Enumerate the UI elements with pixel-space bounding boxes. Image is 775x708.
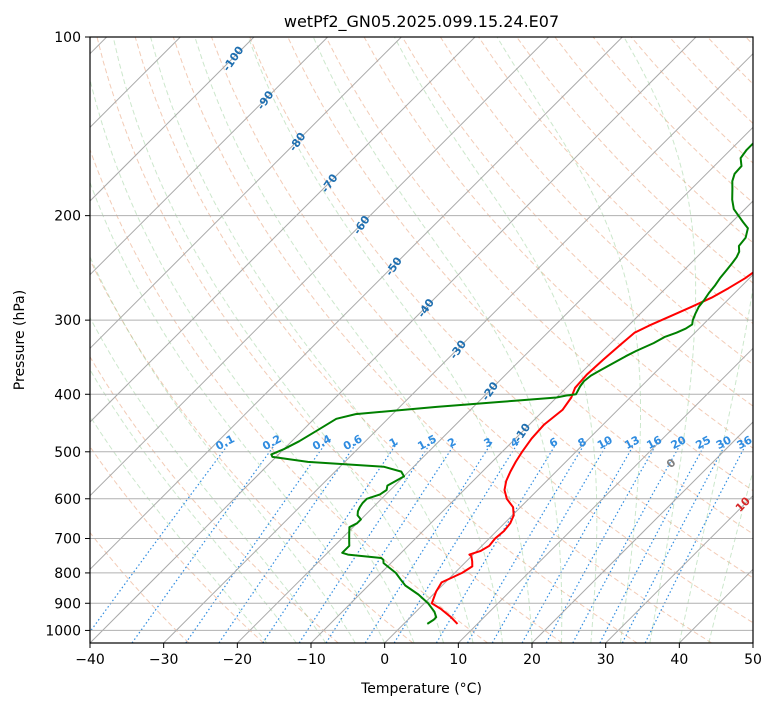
y-tick-label: 900 [54,596,81,612]
dry-adiabat-line [90,445,264,643]
moist-adiabat-line [393,37,598,643]
isotherm-line [90,37,623,571]
moist-adiabat-line [90,181,386,643]
moist-adiabat-line [112,37,445,643]
mixing-ratio-line [545,440,659,643]
isotherm-line [90,37,476,423]
y-axis-title: Pressure (hPa) [12,290,28,390]
isotherm-line [236,126,753,643]
moist-adiabat-line [90,77,415,643]
y-tick-label: 1000 [45,623,81,639]
x-tick-label: 10 [449,652,467,668]
dry-adiabat-line [134,37,638,643]
mixing-ratio-line [218,440,359,643]
moist-adiabat-line [708,469,753,643]
moist-adiabat-line [90,255,356,643]
mixing-ratio-line [131,440,278,643]
dry-adiabat-line [516,37,753,284]
moist-adiabat-line [623,37,697,643]
mixing-ratio-line [521,440,637,643]
moist-adiabat-line [247,37,533,643]
dry-adiabat-line [90,531,190,643]
x-tick-label: −10 [296,652,326,668]
mixing-ratio-label: 16 [644,433,664,452]
x-tick-label: −20 [223,652,253,668]
background-lines [90,37,753,643]
dry-adiabat-line [325,37,753,492]
isotherm-line [90,37,697,643]
x-tick-label: 30 [597,652,615,668]
moist-adiabat-line [90,316,327,643]
isotherm-line [605,494,753,643]
isotherm-line [90,37,402,350]
isotherm-line [384,273,753,643]
mixing-ratio-label: 20 [669,433,689,452]
dry-adiabat-line [439,37,753,366]
moist-adiabat-line [312,37,563,643]
x-tick-label: 40 [670,652,688,668]
x-axis: −40 −30 −20 −10 0 10 20 30 40 50 [75,643,762,668]
mixing-ratio-line [466,440,587,643]
y-tick-label: 700 [54,532,81,548]
gridlines [90,37,753,643]
isotherm-line [163,52,753,643]
x-tick-label: 0 [380,652,389,668]
isotherm-line [752,642,753,643]
plot-background [90,37,753,643]
y-tick-label: 400 [54,387,81,403]
profile-series [270,142,753,625]
dry-adiabat-line [96,37,563,643]
mixing-ratio-line [298,440,433,643]
mixing-ratio-label: 13 [622,433,642,452]
mixing-ratio-line [491,440,610,643]
y-tick-label: 200 [54,209,81,225]
y-tick-label: 500 [54,445,81,461]
dry-adiabat-line [172,37,712,643]
mixing-ratio-label: 25 [693,433,713,452]
moist-adiabat-line [150,37,474,643]
y-tick-label: 600 [54,492,81,508]
isotherm-line [457,347,753,643]
x-tick-label: 20 [523,652,541,668]
x-tick-label: 50 [744,652,762,668]
isotherm-line [531,421,753,643]
chart-title: wetPf2_GN05.2025.099.15.24.E07 [284,12,559,32]
mixing-ratio-line [262,440,399,643]
dry-adiabat-line [249,37,753,579]
dry-adiabat-line [401,37,753,407]
mixing-ratio-line [435,440,559,643]
x-tick-label: −40 [75,652,105,668]
isotherm-line [310,200,753,643]
x-axis-title: Temperature (°C) [360,681,482,697]
moist-adiabat-line [496,37,641,643]
mixing-ratio-line [185,440,328,643]
mixing-ratio-line [364,440,494,643]
mixing-ratio-line [325,440,458,643]
y-tick-label: 100 [54,30,81,46]
y-tick-label: 800 [54,566,81,582]
isotherm-line [90,37,329,276]
plot-frame [89,36,754,644]
dry-adiabat-line [211,37,753,624]
y-tick-label: 300 [54,313,81,329]
moist-adiabat-line [194,37,503,643]
dry-adiabat-line [90,355,339,643]
mixing-ratio-line [90,440,232,633]
dewpoint-profile-line [270,142,753,625]
moist-adiabat-line [90,415,268,643]
temperature-profile-line [430,271,753,625]
y-axis: 100 200 300 400 500 600 700 800 900 1000 [45,30,90,639]
mixing-ratio-label: 36 [735,433,755,452]
isotherm-line [90,37,255,202]
isotherm-line [90,37,550,497]
mixing-ratio-label: 30 [714,433,734,452]
moist-adiabat-line [678,284,753,643]
mixing-ratio-label: 10 [595,433,615,452]
x-tick-label: −30 [149,652,179,668]
mixing-ratio-line [572,441,683,643]
